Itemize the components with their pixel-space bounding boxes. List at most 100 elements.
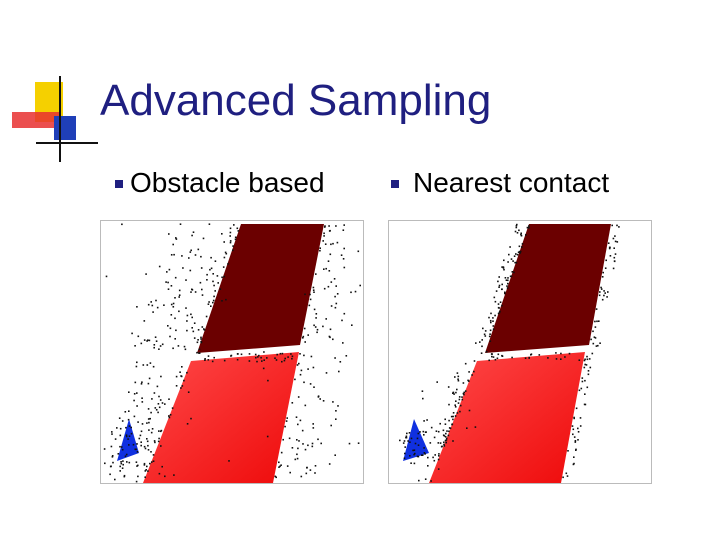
sample-point bbox=[288, 437, 291, 440]
sample-point bbox=[520, 233, 522, 236]
sample-point bbox=[448, 419, 450, 422]
sample-point bbox=[573, 417, 575, 420]
sample-point bbox=[233, 224, 235, 226]
sample-point bbox=[186, 314, 189, 317]
sample-point bbox=[124, 455, 127, 457]
sample-point bbox=[323, 232, 325, 235]
sample-point bbox=[504, 291, 506, 294]
sample-point bbox=[190, 249, 192, 252]
sample-point bbox=[141, 397, 143, 399]
sample-point bbox=[332, 242, 334, 245]
sample-point bbox=[332, 338, 334, 341]
sample-point bbox=[125, 453, 128, 456]
sample-point bbox=[456, 388, 458, 391]
sample-point bbox=[232, 249, 234, 252]
sample-point bbox=[199, 281, 202, 284]
sample-point bbox=[149, 362, 152, 364]
sample-point bbox=[141, 401, 144, 403]
sample-point bbox=[491, 353, 493, 355]
sample-point bbox=[447, 386, 450, 388]
sample-point bbox=[598, 320, 600, 322]
sample-point bbox=[137, 335, 140, 338]
sample-point bbox=[136, 405, 138, 407]
sample-point bbox=[287, 356, 289, 358]
sample-point bbox=[234, 236, 237, 239]
sample-point bbox=[141, 423, 144, 425]
sample-point bbox=[275, 476, 277, 479]
sample-point bbox=[422, 430, 425, 433]
sample-point bbox=[160, 445, 162, 447]
sample-point bbox=[146, 422, 148, 424]
sample-point bbox=[301, 429, 304, 432]
sample-point bbox=[562, 476, 564, 479]
sample-point bbox=[442, 434, 445, 436]
sample-point bbox=[209, 268, 211, 271]
sample-point bbox=[128, 391, 130, 393]
sample-point bbox=[140, 342, 143, 345]
sample-point bbox=[147, 418, 150, 420]
sample-point bbox=[118, 417, 121, 419]
sample-point bbox=[616, 224, 618, 227]
sample-point bbox=[309, 293, 311, 296]
sample-point bbox=[221, 276, 223, 279]
sample-point bbox=[357, 442, 360, 444]
sample-point bbox=[168, 398, 170, 400]
sample-point bbox=[229, 227, 232, 230]
sample-point bbox=[330, 281, 333, 283]
sample-point bbox=[186, 329, 188, 332]
logo-horizontal-line bbox=[36, 142, 98, 144]
sample-point bbox=[131, 332, 133, 335]
sample-point bbox=[489, 329, 492, 332]
sample-point bbox=[600, 286, 602, 289]
sample-point bbox=[217, 282, 219, 284]
sample-point bbox=[578, 389, 581, 392]
sample-point bbox=[297, 396, 300, 398]
sample-point bbox=[343, 312, 346, 315]
sample-point bbox=[329, 336, 331, 339]
sample-point bbox=[324, 243, 327, 245]
sample-point bbox=[354, 290, 357, 293]
sample-point bbox=[586, 355, 588, 358]
sample-point bbox=[593, 336, 596, 338]
sample-point bbox=[489, 319, 492, 322]
sample-point bbox=[143, 339, 146, 341]
sample-point bbox=[578, 359, 581, 361]
sample-point bbox=[263, 359, 265, 361]
sample-point bbox=[492, 356, 495, 358]
sample-point bbox=[158, 430, 160, 432]
sample-point bbox=[155, 340, 158, 342]
logo-red-bar bbox=[12, 112, 60, 128]
sample-point bbox=[279, 465, 281, 468]
sample-point bbox=[197, 339, 199, 341]
sample-point bbox=[419, 431, 421, 433]
sample-point bbox=[320, 442, 322, 445]
sample-point bbox=[566, 475, 569, 477]
sample-point bbox=[586, 358, 589, 361]
sample-point bbox=[488, 335, 491, 338]
sample-point bbox=[260, 356, 262, 359]
sample-point bbox=[345, 355, 348, 357]
sample-point bbox=[147, 382, 150, 385]
sample-point bbox=[452, 440, 454, 442]
sample-point bbox=[518, 250, 521, 253]
sample-point bbox=[616, 241, 619, 243]
sample-point bbox=[296, 439, 298, 441]
sample-point bbox=[573, 456, 575, 458]
sample-point bbox=[204, 359, 206, 361]
sample-point bbox=[436, 381, 438, 383]
sample-point bbox=[334, 357, 336, 359]
sample-point bbox=[504, 277, 507, 279]
sample-point bbox=[145, 273, 147, 275]
sample-point bbox=[302, 443, 304, 445]
sample-point bbox=[587, 370, 590, 372]
sample-point bbox=[560, 352, 562, 355]
sample-point bbox=[324, 225, 326, 227]
sample-point bbox=[175, 385, 178, 387]
sample-point bbox=[595, 308, 598, 310]
sample-point bbox=[227, 263, 229, 265]
sample-point bbox=[613, 260, 616, 263]
sample-point bbox=[117, 453, 120, 455]
sample-point bbox=[128, 410, 130, 412]
sample-point bbox=[439, 442, 442, 444]
sample-point bbox=[156, 385, 159, 388]
